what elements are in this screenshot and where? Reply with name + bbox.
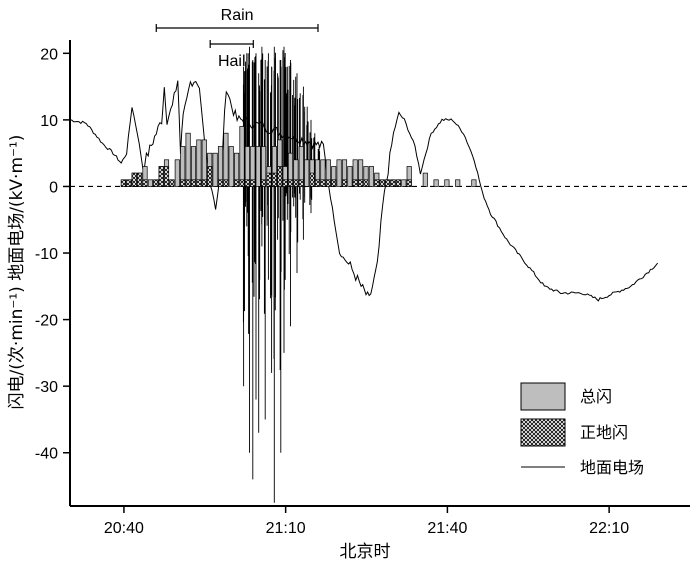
positive-cg-bar bbox=[250, 179, 256, 187]
total-flash-bar bbox=[147, 179, 153, 187]
positive-cg-bar bbox=[234, 179, 240, 187]
legend-label-field: 地面电场 bbox=[580, 458, 644, 477]
positive-cg-bar bbox=[223, 179, 229, 187]
positive-cg-bar bbox=[325, 179, 331, 187]
x-tick-label: 22:10 bbox=[589, 520, 629, 537]
total-flash-bar bbox=[228, 146, 234, 187]
positive-cg-bar bbox=[395, 179, 401, 187]
total-flash-bar bbox=[401, 179, 407, 187]
y-tick-label: 20 bbox=[40, 46, 58, 63]
annotation-label: Rain bbox=[221, 7, 254, 24]
positive-cg-bar bbox=[314, 179, 321, 187]
total-flash-bar bbox=[255, 146, 261, 187]
positive-cg-bar bbox=[341, 179, 348, 187]
positive-cg-bar bbox=[293, 179, 299, 187]
y-tick-label: -40 bbox=[35, 446, 58, 463]
positive-cg-bar bbox=[180, 179, 186, 187]
positive-cg-bar bbox=[352, 179, 358, 187]
positive-cg-bar bbox=[201, 179, 207, 187]
legend-label-positive: 正地闪 bbox=[580, 423, 628, 442]
x-tick-label: 21:40 bbox=[427, 520, 467, 537]
total-flash-bar bbox=[212, 152, 218, 187]
positive-cg-bar bbox=[331, 179, 337, 187]
positive-cg-bar bbox=[277, 166, 283, 187]
legend-swatch-total bbox=[520, 382, 566, 411]
positive-cg-bar bbox=[406, 179, 412, 187]
total-flash-bar bbox=[368, 166, 374, 187]
positive-cg-bar bbox=[379, 179, 385, 187]
total-flash-bar bbox=[471, 179, 477, 187]
total-flash-bar bbox=[455, 179, 461, 187]
y-ticks: -40 -30 -20 -10 0 10 20 bbox=[35, 46, 70, 463]
positive-cg-bar bbox=[390, 179, 396, 187]
positive-cg-bar bbox=[137, 172, 143, 187]
annotations: Rain Hail bbox=[155, 7, 319, 70]
positive-cg-bar bbox=[261, 179, 267, 187]
x-ticks: 20:40 21:10 21:40 22:10 bbox=[104, 506, 629, 537]
field-line bbox=[69, 80, 659, 302]
positive-cg-bar bbox=[374, 179, 380, 187]
total-flash-series bbox=[120, 126, 477, 187]
positive-cg-bar bbox=[207, 166, 213, 187]
positive-cg-bar bbox=[385, 179, 391, 187]
positive-cg-bar bbox=[244, 179, 250, 187]
total-flash-bar bbox=[444, 179, 450, 187]
y-tick-label: -30 bbox=[35, 379, 58, 396]
positive-cg-bar bbox=[185, 179, 191, 187]
total-flash-bar bbox=[336, 159, 342, 187]
positive-cg-bar bbox=[142, 179, 148, 187]
positive-cg-bar bbox=[298, 179, 304, 187]
legend-swatch-positive bbox=[520, 418, 566, 447]
x-tick-label: 20:40 bbox=[104, 520, 144, 537]
x-tick-label: 21:10 bbox=[266, 520, 306, 537]
y-tick-label: 10 bbox=[40, 113, 58, 130]
total-flash-bar bbox=[433, 179, 439, 187]
y-axis-title: 闪电/(次·min⁻¹) 地面电场/(kV·m⁻¹) bbox=[7, 135, 27, 410]
positive-cg-bar bbox=[126, 179, 132, 187]
legend-label-total: 总闪 bbox=[580, 387, 612, 406]
legend: 总闪 正地闪 地面电场 bbox=[520, 382, 644, 477]
positive-cg-bar bbox=[271, 172, 277, 187]
field-spikes bbox=[242, 46, 321, 503]
total-flash-bar bbox=[347, 166, 353, 187]
positive-cg-bar bbox=[363, 179, 369, 187]
positive-cg-bar bbox=[309, 172, 315, 187]
positive-cg-bar bbox=[358, 179, 364, 187]
positive-cg-bar bbox=[196, 179, 202, 187]
positive-cg-bar bbox=[287, 179, 294, 187]
x-axis-title: 北京时 bbox=[340, 542, 391, 562]
positive-cg-bar bbox=[239, 179, 245, 187]
positive-cg-bar bbox=[158, 166, 164, 187]
positive-cg-bar bbox=[217, 179, 224, 187]
positive-cg-series bbox=[120, 166, 412, 187]
positive-cg-bar bbox=[163, 166, 170, 187]
positive-cg-bar bbox=[131, 172, 137, 187]
annotation-label: Hail bbox=[218, 53, 246, 70]
total-flash-bar bbox=[174, 159, 180, 187]
positive-cg-bar bbox=[282, 179, 288, 187]
y-tick-label: -10 bbox=[35, 246, 58, 263]
positive-cg-bar bbox=[169, 179, 175, 187]
positive-cg-bar bbox=[320, 179, 326, 187]
total-flash-bar bbox=[304, 159, 310, 187]
positive-cg-bar bbox=[266, 172, 272, 187]
positive-cg-bar bbox=[153, 179, 159, 187]
total-flash-bar bbox=[239, 126, 245, 187]
total-flash-bar bbox=[223, 132, 229, 187]
total-flash-bar bbox=[185, 132, 191, 187]
field-series bbox=[69, 46, 659, 503]
y-tick-label: -20 bbox=[35, 313, 58, 330]
y-tick-label: 0 bbox=[49, 179, 58, 196]
positive-cg-bar bbox=[120, 179, 126, 187]
positive-cg-bar bbox=[190, 179, 197, 187]
total-flash-bar bbox=[422, 172, 428, 187]
